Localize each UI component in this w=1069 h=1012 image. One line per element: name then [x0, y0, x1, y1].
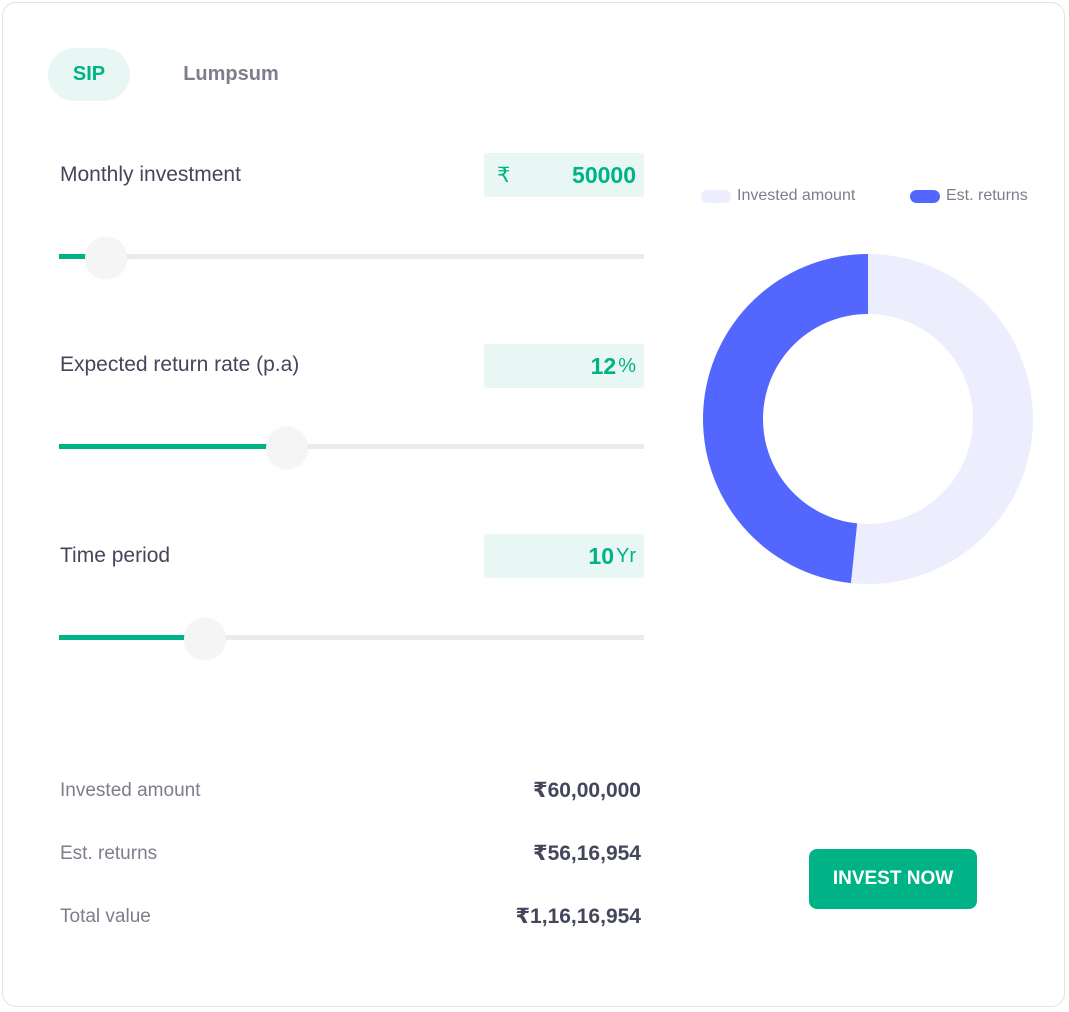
- time-period-label: Time period: [60, 544, 171, 567]
- return-rate-value: 12: [590, 352, 617, 379]
- slider-track: [59, 635, 644, 640]
- percent-unit: %: [618, 354, 636, 377]
- monthly-investment-label: Monthly investment: [60, 163, 241, 186]
- total-value-label: Total value: [60, 906, 151, 927]
- legend-invested: Invested amount: [701, 186, 855, 206]
- slider-track: [59, 444, 644, 449]
- returns-swatch: [910, 189, 940, 203]
- monthly-investment-slider[interactable]: [59, 237, 644, 279]
- slider-thumb[interactable]: [184, 618, 227, 660]
- legend-returns: Est. returns: [910, 186, 1028, 206]
- slider-fill: [59, 444, 288, 449]
- year-unit: Yr: [616, 544, 636, 567]
- return-rate-field[interactable]: 12%: [484, 344, 644, 388]
- tab-lumpsum[interactable]: Lumpsum: [183, 63, 279, 85]
- monthly-investment-value: 50000: [572, 161, 636, 188]
- total-value-value: ₹1,16,16,954: [515, 905, 641, 928]
- legend-invested-label: Invested amount: [737, 187, 856, 204]
- invested-amount-label: Invested amount: [60, 780, 201, 801]
- invested-swatch: [701, 189, 731, 203]
- donut-chart: [703, 254, 1033, 584]
- slider-thumb[interactable]: [84, 237, 127, 279]
- slider-track: [59, 254, 644, 259]
- slider-fill: [59, 635, 206, 640]
- monthly-investment-field[interactable]: ₹ 50000: [484, 153, 644, 197]
- time-period-value: 10: [588, 542, 614, 569]
- return-rate-slider[interactable]: [59, 427, 644, 469]
- time-period-slider[interactable]: [59, 618, 644, 660]
- rupee-prefix: ₹: [497, 163, 511, 187]
- slider-thumb[interactable]: [266, 427, 309, 469]
- est-returns-value: ₹56,16,954: [532, 842, 641, 865]
- legend-returns-label: Est. returns: [946, 187, 1028, 204]
- slider-fill: [59, 254, 106, 259]
- est-returns-label: Est. returns: [60, 843, 158, 864]
- tab-sip[interactable]: SIP: [48, 48, 130, 101]
- invested-amount-value: ₹60,00,000: [532, 779, 641, 802]
- return-rate-label: Expected return rate (p.a): [60, 353, 300, 376]
- invest-now-button[interactable]: INVEST NOW: [809, 849, 977, 909]
- invested-amount-slice: [850, 254, 1033, 584]
- est-returns-slice: [703, 254, 868, 584]
- time-period-field[interactable]: 10 Yr: [484, 534, 644, 578]
